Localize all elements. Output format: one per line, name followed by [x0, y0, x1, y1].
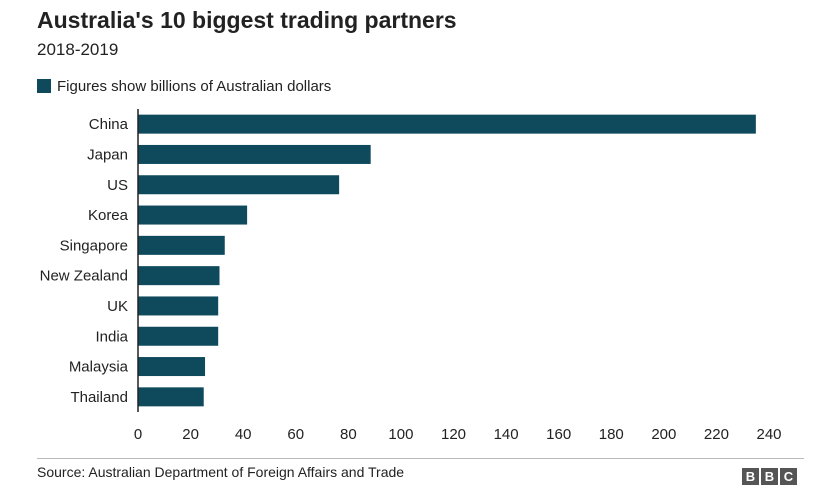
bar-uk: [138, 296, 219, 316]
category-label-uk: UK: [107, 298, 128, 315]
x-tick-label-240: 240: [756, 426, 781, 443]
bar-malaysia: [138, 357, 206, 377]
category-label-china: China: [89, 116, 129, 133]
logo-letter-b1: B: [742, 468, 759, 485]
x-tick-label-80: 80: [340, 426, 357, 443]
chart-subtitle: 2018-2019: [37, 40, 119, 59]
legend-label: Figures show billions of Australian doll…: [57, 77, 332, 95]
footer-divider: [37, 458, 804, 459]
category-label-singapore: Singapore: [60, 237, 128, 254]
x-tick-label-160: 160: [546, 426, 571, 443]
x-tick-label-200: 200: [651, 426, 676, 443]
source-note: Source: Australian Department of Foreign…: [37, 464, 405, 480]
x-tick-label-60: 60: [287, 426, 304, 443]
category-label-japan: Japan: [87, 146, 128, 163]
category-label-new-zealand: New Zealand: [40, 268, 128, 285]
x-tick-label-100: 100: [388, 426, 413, 443]
legend-swatch: [37, 79, 51, 93]
x-tick-label-140: 140: [494, 426, 519, 443]
category-label-korea: Korea: [88, 207, 129, 224]
logo-letter-c: C: [780, 468, 797, 485]
bar-us: [138, 175, 340, 195]
bar-japan: [138, 144, 371, 164]
x-tick-label-120: 120: [441, 426, 466, 443]
bar-new-zealand: [138, 266, 220, 286]
bar-singapore: [138, 235, 225, 255]
category-label-india: India: [95, 328, 128, 345]
bar-china: [138, 114, 756, 134]
x-tick-label-180: 180: [599, 426, 624, 443]
bbc-logo: B B C: [742, 468, 797, 485]
category-label-us: US: [107, 177, 128, 194]
logo-letter-b2: B: [761, 468, 778, 485]
legend: Figures show billions of Australian doll…: [37, 77, 331, 95]
x-tick-label-40: 40: [235, 426, 252, 443]
x-tick-label-20: 20: [182, 426, 199, 443]
category-label-thailand: Thailand: [70, 389, 128, 406]
bar-india: [138, 326, 219, 346]
bar-thailand: [138, 387, 204, 407]
category-label-malaysia: Malaysia: [69, 359, 129, 376]
x-tick-label-220: 220: [704, 426, 729, 443]
chart-title: Australia's 10 biggest trading partners: [37, 7, 457, 33]
x-tick-label-0: 0: [134, 426, 142, 443]
bar-korea: [138, 205, 248, 225]
